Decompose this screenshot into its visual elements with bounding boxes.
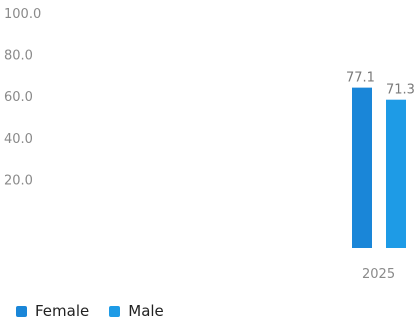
legend-label-male: Male bbox=[128, 302, 164, 320]
legend-label-female: Female bbox=[35, 302, 90, 320]
legend-swatch-female bbox=[16, 305, 27, 317]
y-tick-label: 60.0 bbox=[4, 90, 33, 105]
y-tick-label: 80.0 bbox=[4, 49, 33, 64]
y-tick-label: 100.0 bbox=[4, 7, 41, 22]
legend-item-male: Male bbox=[109, 302, 164, 320]
data-label-female: 77.1 bbox=[346, 71, 375, 86]
data-label-male: 71.3 bbox=[386, 83, 415, 98]
bar-female bbox=[352, 87, 372, 248]
bar-male bbox=[386, 99, 406, 248]
x-tick-label: 2025 bbox=[362, 267, 395, 282]
legend: Female Male bbox=[16, 302, 164, 320]
y-tick-label: 40.0 bbox=[4, 132, 33, 147]
legend-swatch-male bbox=[109, 305, 121, 317]
y-tick-label: 20.0 bbox=[4, 173, 33, 188]
legend-item-female: Female bbox=[16, 302, 89, 320]
